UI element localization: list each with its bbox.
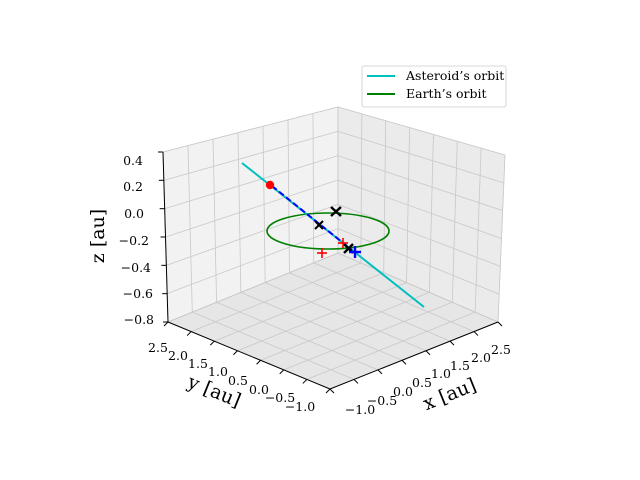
x-tick-label: 0.5: [412, 375, 432, 390]
grid-line: [283, 301, 453, 371]
x-tick: [353, 379, 359, 384]
y-tick: [325, 388, 331, 394]
grid-line: [306, 311, 476, 380]
z-tick-label: −0.2: [119, 233, 149, 248]
y-tick-label: 1.5: [188, 356, 208, 371]
z-tick-label: 0.4: [123, 153, 143, 168]
z-tick-label: −0.4: [121, 260, 151, 275]
red-plus-marker: [317, 248, 327, 258]
y-tick-label: 2.5: [148, 340, 168, 355]
grid-line: [190, 262, 362, 332]
grid-line: [237, 282, 407, 352]
y-tick-labels: 2.5 2.0 1.5 1.0 0.5 0.0 −0.5 −1.0: [148, 340, 315, 414]
x-tick-label: −1.0: [345, 402, 375, 417]
z-tick-label: −0.8: [124, 312, 154, 327]
x-tick: [425, 350, 431, 356]
blue-plus-marker: [349, 246, 361, 258]
grid-line: [264, 282, 427, 352]
grid-line: [167, 252, 339, 323]
x-tick-label: 2.5: [491, 342, 511, 357]
grid-line: [289, 272, 451, 342]
y-tick: [163, 321, 169, 327]
grid-line: [216, 301, 379, 371]
red-circle-marker: [265, 180, 275, 190]
highlight-segment-line: [271, 185, 353, 251]
x-tick-label: 1.0: [431, 366, 451, 381]
x-tick-label: 1.5: [450, 358, 470, 373]
y-tick: [186, 331, 192, 336]
legend-label-asteroid: Asteroid’s orbit: [405, 68, 504, 83]
axis-ticks: [158, 151, 503, 394]
x-tick: [401, 359, 407, 365]
y-axis-line: [167, 321, 331, 390]
grid-line: [337, 203, 501, 267]
grid-line: [214, 272, 384, 342]
legend-label-earth: Earth’s orbit: [406, 86, 487, 101]
x-tick: [497, 321, 503, 327]
grid-line: [337, 179, 502, 239]
y-tick: [233, 350, 238, 356]
grid-line: [162, 106, 339, 153]
y-tick-label: −0.5: [265, 390, 295, 405]
grid-line: [337, 228, 500, 295]
grid-line: [337, 106, 506, 156]
grid-line: [165, 179, 339, 238]
z-tick-label: −0.6: [123, 286, 153, 301]
black-x-marker: [314, 220, 324, 230]
grid-line: [240, 292, 403, 361]
red-plus-marker: [338, 238, 348, 248]
grid-line: [337, 130, 504, 184]
y-tick-label: 0.0: [249, 382, 269, 397]
y-tick: [302, 379, 308, 384]
y-tick: [209, 340, 215, 346]
grid-line: [164, 155, 339, 210]
x-tick-label: 0.0: [393, 384, 413, 399]
black-x-marker: [330, 206, 342, 217]
y-tick-label: 1.0: [208, 364, 228, 379]
grid-line: [313, 262, 475, 332]
y-tick: [256, 359, 261, 365]
y-tick: [279, 369, 285, 375]
y-tick-label: 2.0: [168, 348, 188, 363]
x-tick: [329, 388, 335, 394]
x-tick-labels: −1.0 −0.5 0.0 0.5 1.0 1.5 2.0 2.5: [345, 342, 511, 417]
x-tick: [449, 340, 455, 346]
x-tick: [377, 369, 383, 375]
y-tick-label: 0.5: [228, 373, 248, 388]
grid-line: [260, 292, 430, 361]
grid-line: [337, 155, 503, 212]
z-tick-label: 0.2: [123, 179, 143, 194]
z-tick-label: 0.0: [124, 206, 144, 221]
x-tick-label: 2.0: [471, 350, 491, 365]
earth-orbit-line: [266, 212, 390, 250]
grid-line: [192, 311, 355, 380]
legend: Asteroid’s orbit Earth’s orbit: [361, 65, 507, 108]
z-tick-labels: 0.4 0.2 0.0 −0.2 −0.4 −0.6 −0.8: [119, 153, 154, 327]
legend-box: [361, 65, 507, 108]
x-axis-line: [329, 321, 499, 390]
z-axis-label: z [au]: [87, 209, 109, 263]
x-tick: [473, 331, 479, 336]
grid-line: [167, 228, 339, 295]
grid-line: [337, 252, 499, 323]
grid-line: [163, 130, 339, 181]
x-tick-label: −0.5: [367, 393, 397, 408]
y-tick-label: −1.0: [285, 399, 315, 414]
